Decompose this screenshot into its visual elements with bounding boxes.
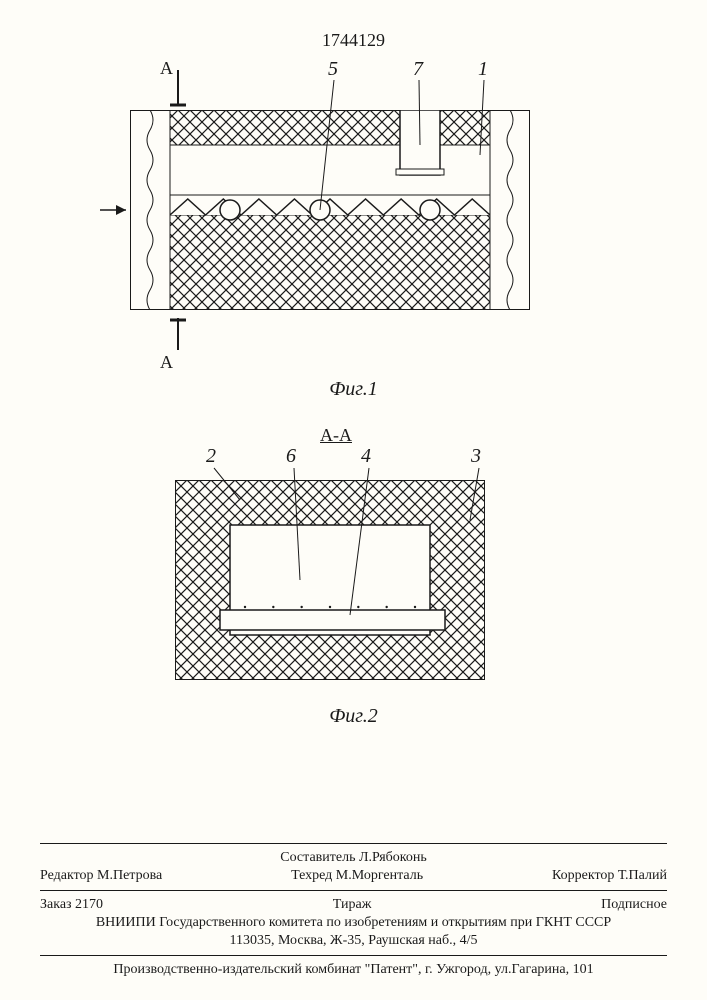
footer-address1: 113035, Москва, Ж-35, Раушская наб., 4/5 — [40, 933, 667, 949]
footer-print-run: Тираж — [333, 897, 372, 913]
footer-corrector: Корректор Т.Палий — [552, 868, 667, 884]
footer-compiler: Составитель Л.Рябоконь — [40, 850, 667, 866]
callout-4: 4 — [361, 445, 371, 468]
footer-subscription: Подписное — [601, 897, 667, 913]
footer-org: ВНИИПИ Государственного комитета по изоб… — [40, 915, 667, 931]
callout-2: 2 — [206, 445, 216, 468]
footer: Составитель Л.Рябоконь Редактор М.Петров… — [40, 837, 667, 980]
callout-6: 6 — [286, 445, 296, 468]
fig2-label: Фиг.2 — [329, 705, 378, 728]
footer-address2: Производственно-издательский комбинат "П… — [40, 962, 667, 978]
footer-tech: Техред М.Моргенталь — [291, 868, 423, 884]
fig2-callouts — [0, 0, 707, 720]
footer-order: Заказ 2170 — [40, 897, 103, 913]
footer-editor: Редактор М.Петрова — [40, 868, 162, 884]
callout-3: 3 — [471, 445, 481, 468]
